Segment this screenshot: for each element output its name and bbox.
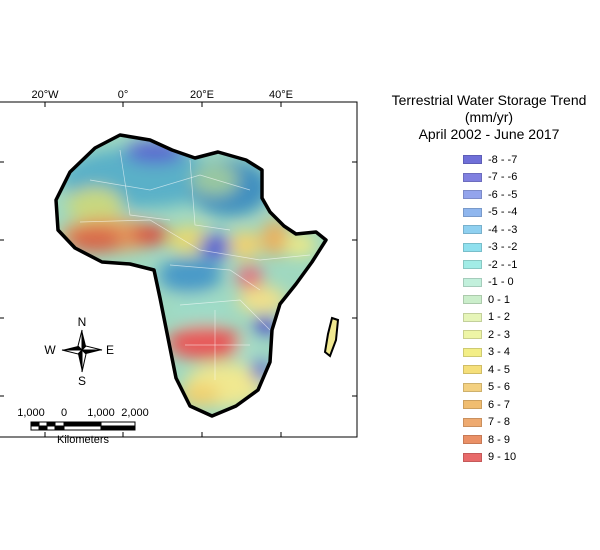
legend-item: 9 - 10 [463,449,600,467]
legend-item-label: -7 - -6 [488,171,518,184]
legend-item-label: -3 - -2 [488,241,518,254]
legend-item: -5 - -4 [463,204,600,222]
north-arrow [61,329,103,373]
legend-item: 0 - 1 [463,291,600,309]
legend-item: 2 - 3 [463,326,600,344]
longitude-label-0: 0° [118,89,129,101]
legend-item: -3 - -2 [463,239,600,257]
legend-swatch [463,207,482,217]
legend-item-label: 7 - 8 [488,416,511,429]
legend-item: 7 - 8 [463,414,600,432]
legend-item-label: -2 - -1 [488,258,518,271]
longitude-ticks [0,102,357,437]
legend-swatch [463,172,482,182]
legend-swatch [463,417,482,427]
legend-title: Terrestrial Water Storage Trend (mm/yr) … [378,92,600,143]
legend-swatch [463,225,482,235]
legend-title-line-3: April 2002 - June 2017 [418,126,560,142]
legend-item-label: -4 - -3 [488,223,518,236]
legend-item-label: -5 - -4 [488,206,518,219]
legend-swatch [463,242,482,252]
scale-tick-0: 0 [61,407,67,419]
legend-swatch [463,155,482,165]
legend-item: -8 - -7 [463,151,600,169]
legend-item-label: 5 - 6 [488,381,511,394]
legend-item-label: 3 - 4 [488,346,511,359]
legend-item: 5 - 6 [463,379,600,397]
legend-swatch [463,347,482,357]
legend-item-label: 2 - 3 [488,328,511,341]
legend-item: -1 - 0 [463,274,600,292]
legend-swatch [463,277,482,287]
compass-east: E [106,343,114,357]
legend-title-line-2: (mm/yr) [464,109,514,125]
legend-item: -7 - -6 [463,169,600,187]
longitude-label-20e: 20°E [190,89,214,101]
legend-item-label: 6 - 7 [488,398,511,411]
legend-swatch [463,452,482,462]
scale-tick-2000: 2,000 [121,407,149,419]
legend-items: -8 - -7 -7 - -6 -6 - -5 -5 - -4 -4 - -3 -3 - … [378,151,600,466]
longitude-label-40e: 40°E [269,89,293,101]
legend: Terrestrial Water Storage Trend (mm/yr) … [378,92,600,466]
legend-swatch [463,435,482,445]
legend-item-label: -6 - -5 [488,188,518,201]
legend-swatch [463,260,482,270]
compass-west: W [44,343,56,357]
legend-item: 6 - 7 [463,396,600,414]
legend-item-label: 4 - 5 [488,363,511,376]
legend-item-label: -8 - -7 [488,153,518,166]
scale-tick-1000: 1,000 [87,407,115,419]
legend-swatch [463,330,482,340]
legend-item: -4 - -3 [463,221,600,239]
legend-swatch [463,190,482,200]
legend-swatch [463,382,482,392]
legend-item-label: 9 - 10 [488,451,517,464]
legend-swatch [463,400,482,410]
legend-item-label: 0 - 1 [488,293,511,306]
legend-swatch [463,365,482,375]
legend-swatch [463,295,482,305]
compass-north: N [78,315,87,329]
legend-item: -2 - -1 [463,256,600,274]
legend-swatch [463,312,482,322]
legend-item-label: 8 - 9 [488,433,511,446]
legend-item-label: 1 - 2 [488,311,511,324]
legend-title-line-1: Terrestrial Water Storage Trend [391,92,587,108]
longitude-label-20w: 20°W [31,89,59,101]
compass-south: S [78,374,86,388]
scale-bar [30,421,136,431]
legend-item: 1 - 2 [463,309,600,327]
legend-item: -6 - -5 [463,186,600,204]
legend-item: 4 - 5 [463,361,600,379]
legend-item-label: -1 - 0 [488,276,514,289]
legend-item: 3 - 4 [463,344,600,362]
scale-unit-label: Kilometers [57,434,109,446]
africa-outline [54,133,328,418]
legend-item: 8 - 9 [463,431,600,449]
madagascar-island [323,316,340,358]
scale-tick-1000-left: 1,000 [17,407,45,419]
